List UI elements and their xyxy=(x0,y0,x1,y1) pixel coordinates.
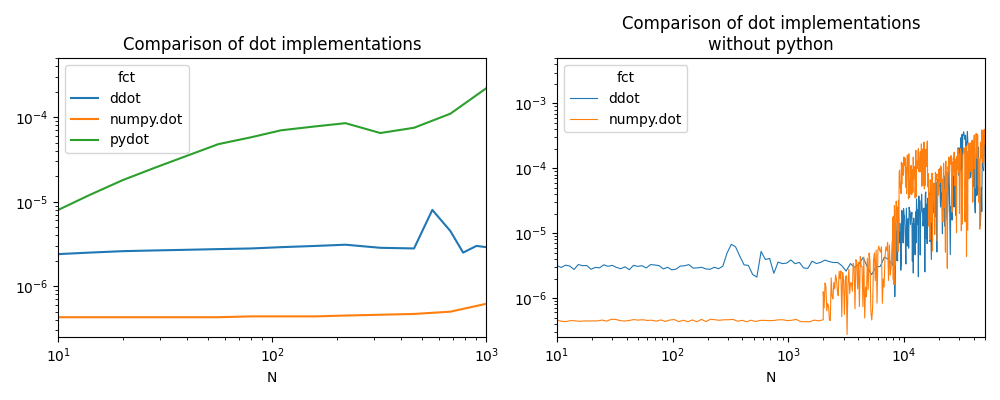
numpy.dot xyxy=(551,318,563,322)
ddot xyxy=(889,294,901,299)
numpy.dot xyxy=(374,312,386,317)
pydot xyxy=(374,131,386,136)
pydot xyxy=(310,124,322,129)
pydot xyxy=(148,166,160,170)
Legend: ddot, numpy.dot: ddot, numpy.dot xyxy=(564,65,687,132)
ddot xyxy=(979,141,991,146)
numpy.dot xyxy=(480,301,492,306)
numpy.dot xyxy=(339,313,351,318)
Line: numpy.dot: numpy.dot xyxy=(58,304,486,317)
pydot xyxy=(339,121,351,126)
Title: Comparison of dot implementations: Comparison of dot implementations xyxy=(123,36,422,54)
ddot xyxy=(426,208,438,212)
numpy.dot xyxy=(938,161,950,166)
X-axis label: N: N xyxy=(267,371,277,385)
ddot xyxy=(930,180,942,185)
Line: pydot: pydot xyxy=(58,88,486,210)
ddot xyxy=(374,245,386,250)
numpy.dot xyxy=(275,314,287,319)
ddot xyxy=(924,239,936,244)
pydot xyxy=(83,193,95,198)
numpy.dot xyxy=(408,312,420,316)
Title: Comparison of dot implementations
without python: Comparison of dot implementations withou… xyxy=(622,15,920,54)
numpy.dot xyxy=(212,315,224,320)
numpy.dot xyxy=(978,127,990,132)
pydot xyxy=(212,142,224,146)
numpy.dot xyxy=(759,318,771,323)
numpy.dot xyxy=(117,315,129,320)
ddot xyxy=(961,129,973,134)
ddot xyxy=(957,134,969,138)
numpy.dot xyxy=(148,315,160,320)
ddot xyxy=(148,248,160,253)
numpy.dot xyxy=(932,180,944,185)
numpy.dot xyxy=(979,132,991,137)
Line: ddot: ddot xyxy=(557,132,985,297)
numpy.dot xyxy=(181,315,193,320)
ddot xyxy=(52,252,64,256)
numpy.dot xyxy=(841,332,853,337)
numpy.dot xyxy=(954,161,966,166)
numpy.dot xyxy=(83,315,95,320)
pydot xyxy=(245,135,257,140)
ddot xyxy=(181,247,193,252)
ddot xyxy=(457,250,469,255)
ddot xyxy=(958,129,970,134)
Line: ddot: ddot xyxy=(58,210,486,254)
Legend: ddot, numpy.dot, pydot: ddot, numpy.dot, pydot xyxy=(65,65,189,153)
pydot xyxy=(181,153,193,158)
numpy.dot xyxy=(444,309,456,314)
numpy.dot xyxy=(52,315,64,320)
ddot xyxy=(83,250,95,255)
numpy.dot xyxy=(245,314,257,319)
ddot xyxy=(212,247,224,252)
ddot xyxy=(734,254,746,259)
ddot xyxy=(310,244,322,248)
pydot xyxy=(117,178,129,182)
numpy.dot xyxy=(310,314,322,319)
pydot xyxy=(275,128,287,133)
ddot xyxy=(470,244,482,248)
pydot xyxy=(408,125,420,130)
ddot xyxy=(912,274,924,279)
ddot xyxy=(117,249,129,254)
numpy.dot xyxy=(946,160,958,164)
Line: numpy.dot: numpy.dot xyxy=(557,129,985,334)
ddot xyxy=(551,263,563,268)
ddot xyxy=(275,245,287,250)
ddot xyxy=(245,246,257,251)
pydot xyxy=(444,111,456,116)
ddot xyxy=(480,245,492,250)
ddot xyxy=(444,229,456,234)
ddot xyxy=(339,242,351,247)
numpy.dot xyxy=(943,167,955,172)
X-axis label: N: N xyxy=(766,371,776,385)
pydot xyxy=(52,208,64,212)
pydot xyxy=(480,86,492,91)
ddot xyxy=(408,246,420,251)
